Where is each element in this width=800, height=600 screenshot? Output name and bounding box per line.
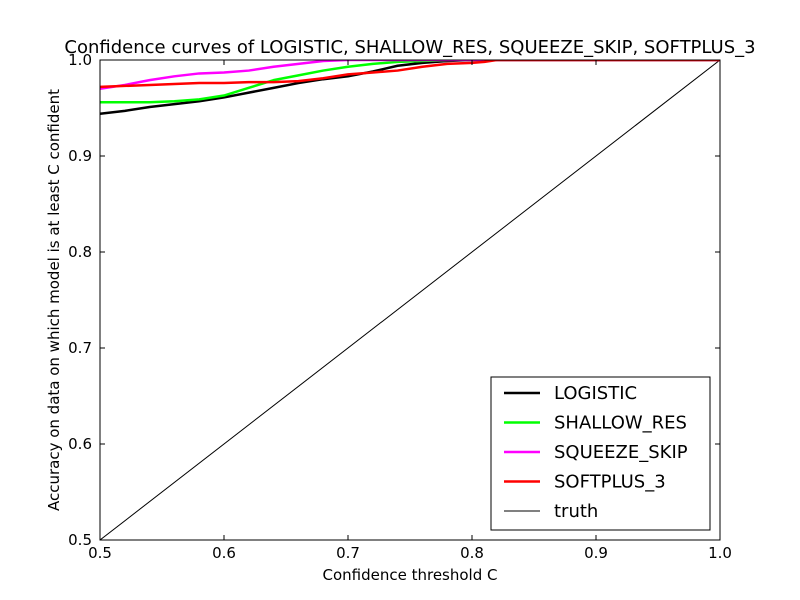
y-tick-label: 0.9 [68,147,92,165]
series-line-softplus-3 [100,60,720,89]
legend-box [490,376,711,531]
x-tick-label: 0.9 [584,544,608,562]
plot-frame [99,59,721,541]
series-line-squeeze-skip [100,60,720,91]
legend-label-truth: truth [554,501,598,522]
series-line-logistic [100,60,720,116]
x-tick-label: 0.6 [212,544,236,562]
legend-items: LOGISTIC SHALLOW_RES SQUEEZE_SKIP SOFTPLUS_… [504,383,688,522]
series-line-shallow-res [100,60,720,104]
y-tick-label: 1.0 [68,51,92,69]
y-tick-label: 0.5 [68,531,92,549]
x-tick-label: 0.5 [88,544,112,562]
x-tick-label: 0.8 [460,544,484,562]
x-tick-label: 1.0 [708,544,732,562]
axis-ticks-layer: 0.5 0.6 0.7 0.8 0.9 1.0 0.5 0.6 0.7 0.8 0.9 1.0 [68,51,732,562]
chart-title: Confidence curves of LOGISTIC, SHALLOW_R… [64,37,755,58]
legend-label-logistic: LOGISTIC [554,383,637,404]
legend-label-squeeze-skip: SQUEEZE_SKIP [554,442,688,463]
x-axis-label: Confidence threshold C [323,566,498,584]
legend-label-shallow-res: SHALLOW_RES [554,413,687,434]
y-tick-label: 0.7 [68,339,92,357]
series-line-truth [100,60,720,540]
y-tick-label: 0.6 [68,435,92,453]
series-lines-layer [100,60,720,540]
y-tick-label: 0.8 [68,243,92,261]
legend-label-softplus-3: SOFTPLUS_3 [554,472,666,493]
x-tick-label: 0.7 [336,544,360,562]
y-axis-label: Accuracy on data on which model is at le… [45,89,63,511]
legend: LOGISTIC SHALLOW_RES SQUEEZE_SKIP SOFTPLUS_… [490,376,711,531]
